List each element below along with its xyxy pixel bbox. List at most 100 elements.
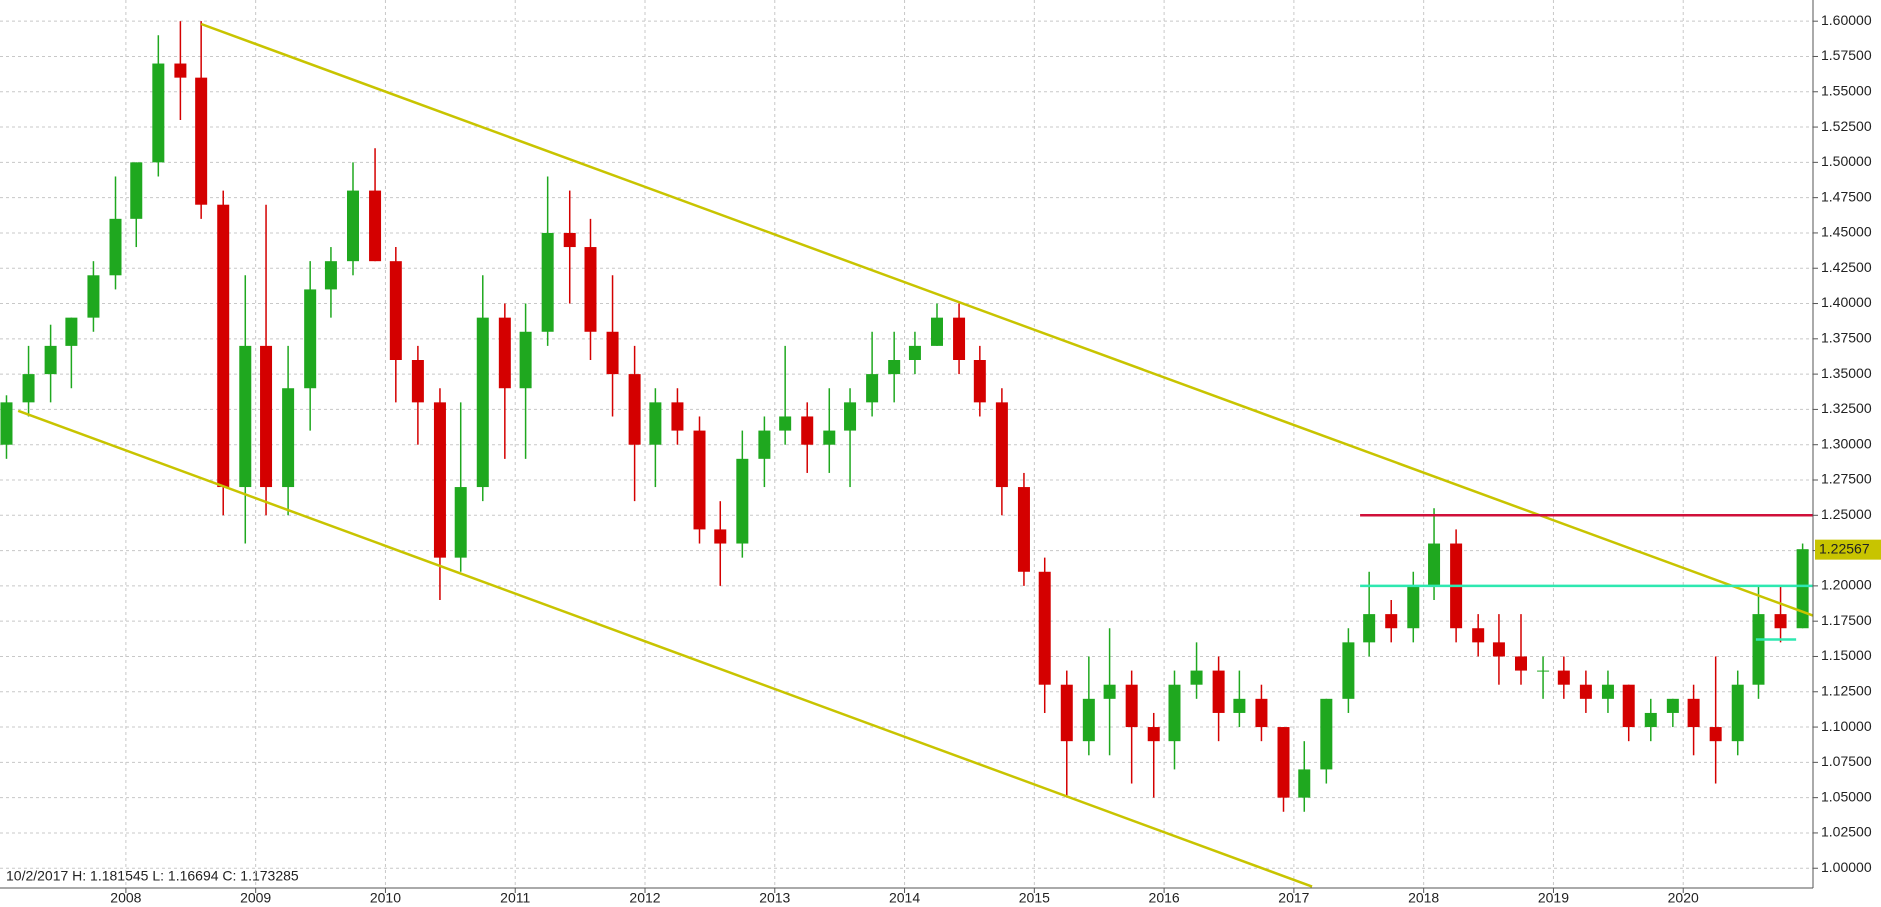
candle-body — [282, 388, 295, 488]
candle-body — [1277, 727, 1290, 798]
candle-body — [1557, 670, 1570, 685]
candle-body — [65, 317, 78, 346]
last-price-label: 1.22567 — [1819, 540, 1870, 556]
trend-line — [17, 409, 1313, 888]
candle-body — [1363, 614, 1376, 643]
candle-body — [1168, 684, 1181, 742]
candle-body — [714, 529, 727, 544]
candle-body — [476, 317, 489, 488]
y-tick-label: 1.57500 — [1821, 47, 1872, 63]
candle-body — [217, 204, 230, 488]
candle-body — [801, 416, 814, 445]
candle-body — [1644, 712, 1657, 728]
y-tick-label: 1.50000 — [1821, 153, 1872, 169]
candle-body — [953, 317, 966, 360]
candle-body — [1514, 656, 1527, 671]
y-tick-label: 1.42500 — [1821, 259, 1872, 275]
candle-body — [671, 402, 684, 431]
candle-body — [1298, 769, 1311, 798]
candle-body — [304, 289, 317, 389]
candle-body — [0, 402, 13, 445]
y-tick-label: 1.27500 — [1821, 471, 1872, 487]
y-tick-label: 1.47500 — [1821, 188, 1872, 204]
y-tick-label: 1.55000 — [1821, 82, 1872, 98]
x-tick-label: 2010 — [370, 890, 401, 906]
candle-body — [1255, 698, 1268, 728]
candle-body — [1428, 543, 1441, 586]
candle-body — [606, 331, 619, 375]
candle-body — [22, 374, 35, 403]
candle-body — [1320, 698, 1333, 770]
x-tick-label: 2009 — [240, 890, 271, 906]
candle-body — [411, 360, 424, 403]
y-tick-label: 1.35000 — [1821, 365, 1872, 381]
x-tick-label: 2011 — [500, 890, 530, 906]
candle-body — [1082, 698, 1095, 742]
y-tick-label: 1.20000 — [1821, 577, 1872, 593]
x-tick-label: 2013 — [759, 890, 790, 906]
x-tick-label: 2018 — [1408, 890, 1439, 906]
candle-body — [1622, 684, 1635, 728]
candle-body — [1472, 628, 1485, 643]
candle-body — [584, 247, 597, 332]
candle-body — [1103, 684, 1116, 699]
candle-body — [433, 402, 446, 558]
candle-body — [1125, 684, 1138, 728]
candle-body — [109, 218, 122, 276]
x-tick-label: 2016 — [1149, 890, 1180, 906]
candle-body — [174, 63, 187, 78]
candle-body — [1060, 684, 1073, 742]
candle-body — [519, 331, 532, 389]
candle-body — [693, 430, 706, 530]
y-tick-label: 1.17500 — [1821, 612, 1872, 628]
candle-body — [995, 402, 1008, 488]
candle-body — [195, 77, 208, 205]
y-tick-label: 1.60000 — [1821, 12, 1872, 28]
candle-body — [44, 345, 57, 375]
candle-body — [930, 317, 943, 346]
y-tick-label: 1.30000 — [1821, 435, 1872, 451]
candle-body — [152, 63, 165, 163]
y-tick-label: 1.32500 — [1821, 400, 1872, 416]
info-text: 10/2/2017 H: 1.181545 L: 1.16694 C: 1.17… — [6, 868, 299, 884]
x-tick-label: 2017 — [1278, 890, 1309, 906]
plot-area — [0, 0, 1814, 888]
candle-body — [1212, 670, 1225, 713]
y-tick-label: 1.40000 — [1821, 294, 1872, 310]
candle-body — [758, 430, 771, 459]
y-tick-label: 1.15000 — [1821, 647, 1872, 663]
candle-body — [1796, 549, 1809, 629]
candle-body — [1687, 698, 1700, 728]
candle-body — [324, 261, 337, 290]
candle-body — [498, 317, 511, 389]
candle-body — [1752, 614, 1765, 685]
candle-body — [541, 232, 554, 332]
candle-body — [346, 190, 359, 262]
candle-body — [369, 190, 382, 262]
candle-body — [1233, 698, 1246, 713]
y-tick-label: 1.12500 — [1821, 682, 1872, 698]
y-tick-label: 1.02500 — [1821, 824, 1872, 840]
candle-body — [908, 345, 921, 360]
candle-body — [1147, 727, 1160, 742]
x-tick-label: 2020 — [1668, 890, 1699, 906]
candle-body — [1579, 684, 1592, 699]
x-tick-label: 2019 — [1538, 890, 1569, 906]
candle-body — [563, 232, 576, 248]
candle-body — [973, 360, 986, 403]
candle-body — [1407, 585, 1420, 629]
y-tick-label: 1.05000 — [1821, 788, 1872, 804]
candle-body — [1385, 614, 1398, 629]
candle-body — [866, 374, 879, 403]
y-tick-label: 1.45000 — [1821, 224, 1872, 240]
y-tick-label: 1.37500 — [1821, 330, 1872, 346]
x-tick-label: 2015 — [1019, 890, 1050, 906]
candle-body — [1774, 614, 1787, 629]
candle-body — [1017, 487, 1030, 572]
candle-body — [260, 345, 273, 488]
candle-body — [844, 402, 857, 431]
candle-body — [1731, 684, 1744, 742]
candle-body — [736, 458, 749, 544]
candle-body — [823, 430, 836, 445]
